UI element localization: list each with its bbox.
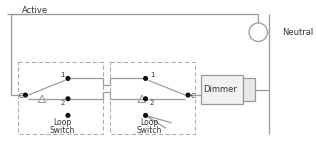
Circle shape	[66, 114, 70, 117]
Circle shape	[66, 97, 70, 101]
FancyBboxPatch shape	[244, 78, 255, 101]
Text: 1: 1	[150, 72, 154, 78]
Circle shape	[186, 93, 190, 97]
Circle shape	[144, 77, 147, 80]
Circle shape	[144, 97, 147, 101]
Circle shape	[24, 93, 27, 97]
Text: Loop: Loop	[53, 118, 71, 127]
Text: Switch: Switch	[137, 126, 162, 135]
Text: C: C	[18, 93, 23, 99]
Text: Switch: Switch	[50, 126, 75, 135]
Text: 1: 1	[60, 72, 65, 78]
Text: Active: Active	[22, 7, 48, 15]
Text: Dimmer: Dimmer	[204, 85, 237, 94]
Text: C: C	[190, 93, 195, 99]
Text: 2: 2	[60, 100, 64, 106]
Text: Neutral: Neutral	[282, 28, 313, 37]
Circle shape	[144, 114, 147, 117]
Circle shape	[249, 23, 268, 41]
Text: Loop: Loop	[140, 118, 158, 127]
Text: 2: 2	[150, 100, 154, 106]
FancyBboxPatch shape	[201, 75, 244, 104]
Circle shape	[66, 77, 70, 80]
